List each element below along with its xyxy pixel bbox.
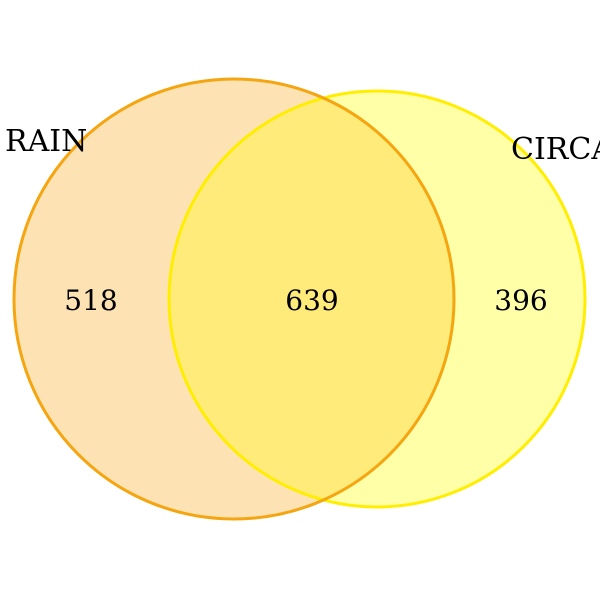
set-b-label: CIRCA [511, 132, 600, 167]
set-a-outline [12, 77, 456, 521]
intersection-count: 639 [285, 284, 338, 317]
only-set-a-count: 518 [64, 284, 117, 317]
set-a-label: RAIN [5, 124, 87, 159]
set-b-outline [167, 89, 587, 509]
only-set-b-count: 396 [494, 284, 547, 317]
intersection-region [169, 91, 454, 507]
